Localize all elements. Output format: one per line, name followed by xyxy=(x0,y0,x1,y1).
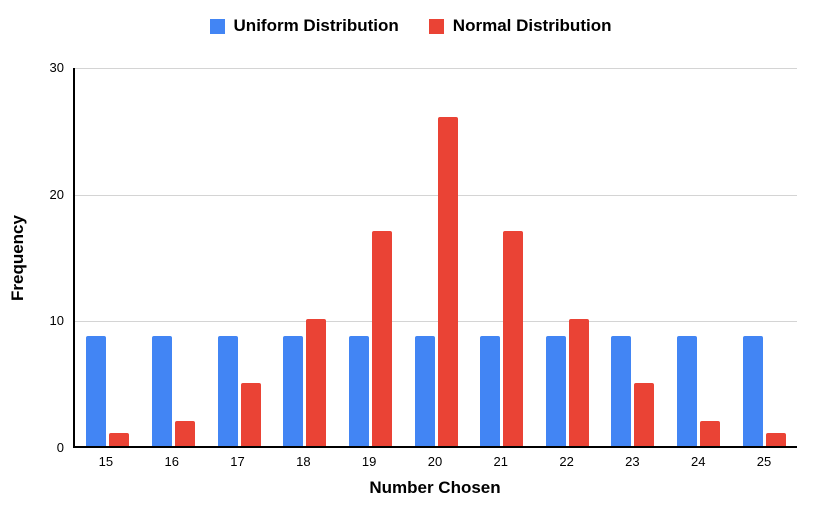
bar xyxy=(306,319,327,446)
x-tick-label: 24 xyxy=(690,454,706,469)
bar xyxy=(634,382,655,446)
bar xyxy=(700,420,721,446)
x-axis-ticks: 15 16 17 18 19 20 21 22 23 24 25 xyxy=(73,454,797,469)
x-tick-label: 21 xyxy=(493,454,509,469)
bar xyxy=(109,433,130,446)
x-tick-label: 19 xyxy=(361,454,377,469)
bar xyxy=(348,335,369,446)
y-tick-label: 0 xyxy=(56,440,64,455)
bar-group-23 xyxy=(600,68,666,446)
bar xyxy=(174,420,195,446)
bar xyxy=(414,335,435,446)
gridline xyxy=(75,68,797,69)
bar-group-15 xyxy=(75,68,141,446)
bar-group-18 xyxy=(272,68,338,446)
y-tick-label: 10 xyxy=(49,313,64,329)
gridline xyxy=(75,321,797,323)
y-axis-title: Frequency xyxy=(8,215,27,301)
bar-group-24 xyxy=(666,68,732,446)
bar xyxy=(677,335,698,446)
chart-legend: Uniform Distribution Normal Distribution xyxy=(0,16,821,36)
bar xyxy=(765,433,786,446)
plot-area xyxy=(73,68,797,448)
x-tick-label: 23 xyxy=(625,454,640,469)
x-axis-title: Number Chosen xyxy=(369,478,501,497)
bar-group-16 xyxy=(141,68,207,446)
legend-item-uniform-distribution: Uniform Distribution xyxy=(209,16,399,36)
x-tick-label: 25 xyxy=(756,454,772,469)
bar-group-17 xyxy=(206,68,272,446)
bar xyxy=(437,116,458,446)
bar-group-22 xyxy=(534,68,600,446)
bar xyxy=(283,335,304,446)
x-tick-label: 16 xyxy=(164,454,179,469)
bar xyxy=(568,319,589,446)
bar-group-25 xyxy=(731,68,797,446)
x-tick-label: 17 xyxy=(230,454,245,469)
bar xyxy=(217,335,238,446)
bar-group-20 xyxy=(403,68,469,446)
bar-group-19 xyxy=(338,68,404,446)
bar xyxy=(151,335,172,446)
bar xyxy=(545,335,566,446)
bar xyxy=(611,335,632,446)
legend-label-uniform-distribution: Uniform Distribution xyxy=(233,16,399,35)
x-tick-label: 22 xyxy=(559,454,574,469)
gridline xyxy=(75,194,797,196)
x-tick-label: 18 xyxy=(296,454,311,469)
legend-swatch-normal-icon xyxy=(428,18,444,34)
legend-swatch-uniform-icon xyxy=(209,18,225,34)
legend-label-normal-distribution: Normal Distribution xyxy=(452,16,612,35)
x-tick-label: 15 xyxy=(98,454,114,469)
bar xyxy=(240,382,261,446)
bar-group-21 xyxy=(469,68,535,446)
bar xyxy=(371,230,392,446)
x-tick-label: 20 xyxy=(427,454,443,469)
bar xyxy=(503,230,524,446)
bar xyxy=(86,335,107,446)
legend-item-normal-distribution: Normal Distribution xyxy=(428,16,612,36)
bar xyxy=(742,335,763,446)
bar xyxy=(480,335,501,446)
y-tick-label: 20 xyxy=(49,186,64,202)
bars-container xyxy=(75,68,797,446)
y-tick-label: 30 xyxy=(49,60,64,75)
